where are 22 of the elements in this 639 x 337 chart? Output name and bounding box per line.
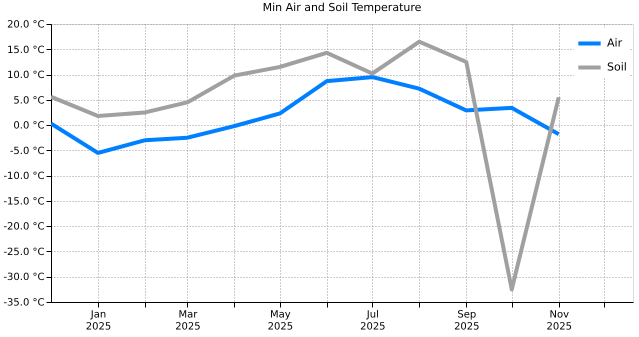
y-tick-label: -25.0 °C	[3, 246, 45, 258]
y-tick-label: 15.0 °C	[7, 44, 45, 56]
y-tick-label: -30.0 °C	[3, 272, 45, 284]
y-tick-label: -35.0 °C	[3, 298, 45, 308]
y-tick-label: -20.0 °C	[3, 222, 45, 233]
y-tick-label: 20.0 °C	[7, 20, 45, 30]
y-tick-label: -15.0 °C	[3, 196, 45, 208]
chart-title: Min Air and Soil Temperature	[262, 1, 422, 14]
legend-label: Air	[607, 36, 623, 50]
x-tick-label: Sep 2025	[454, 310, 480, 332]
y-tick-label: 10.0 °C	[7, 70, 45, 82]
x-tick-label: Nov 2025	[546, 310, 572, 332]
y-tick-label: 5.0 °C	[13, 95, 45, 106]
x-tick-label: Mar 2025	[175, 310, 201, 332]
y-tick-label: -5.0 °C	[10, 146, 45, 157]
x-tick-label: May 2025	[268, 310, 294, 332]
x-tick-label: Jan 2025	[86, 310, 112, 332]
x-tick-label: Jul 2025	[360, 310, 386, 332]
legend-label: Soil	[607, 60, 627, 74]
line-series	[51, 75, 561, 155]
y-tick-label: 0.0 °C	[13, 120, 45, 132]
y-tick-label: -10.0 °C	[3, 171, 45, 182]
